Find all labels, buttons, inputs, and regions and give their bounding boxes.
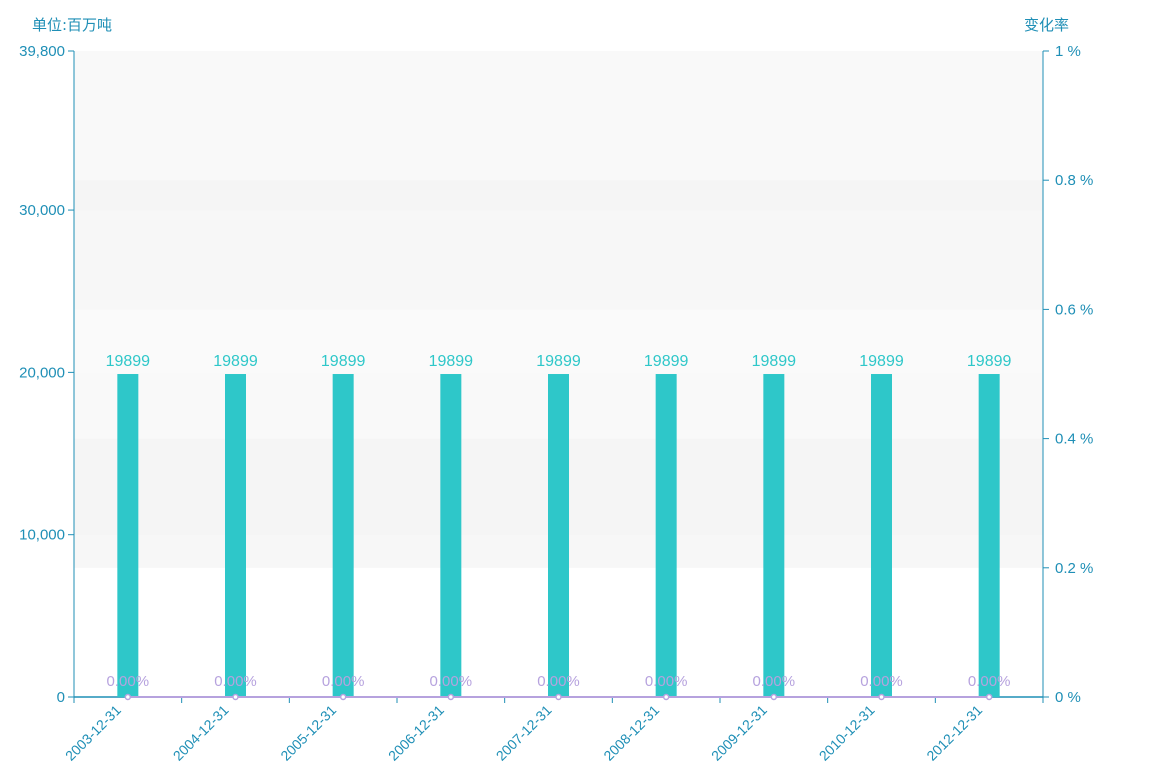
rate-value-label: 0.00% — [968, 673, 1011, 690]
x-tick-label: 2007-12-31 — [493, 702, 555, 764]
left-y-tick-label: 20,000 — [19, 364, 65, 381]
right-y-tick-label: 1 % — [1055, 43, 1081, 60]
rate-point — [985, 693, 993, 701]
bar — [871, 374, 892, 697]
rate-value-label: 0.00% — [214, 673, 257, 690]
x-tick-label: 2005-12-31 — [277, 702, 339, 764]
split-area-band — [74, 210, 1043, 373]
bar — [763, 374, 785, 697]
split-area-band — [74, 51, 1043, 211]
x-tick-label: 2004-12-31 — [170, 702, 232, 764]
rate-point — [770, 693, 778, 701]
rate-point — [447, 693, 455, 701]
rate-value-label: 0.00% — [645, 673, 688, 690]
rate-value-label: 0.00% — [322, 673, 365, 690]
rate-point — [339, 693, 347, 701]
right-y-tick-label: 0.2 % — [1055, 560, 1093, 577]
bar-value-label: 19899 — [967, 353, 1012, 370]
left-y-tick-label: 39,800 — [19, 43, 65, 60]
bar-value-label: 19899 — [752, 353, 797, 370]
bar — [655, 374, 677, 697]
rate-value-label: 0.00% — [860, 673, 903, 690]
left-y-tick-label: 0 — [57, 689, 65, 706]
rate-point — [878, 693, 885, 701]
bars — [117, 374, 1000, 697]
bar-value-label: 19899 — [213, 353, 258, 370]
x-tick-label: 2006-12-31 — [385, 702, 447, 764]
right-y-tick-label: 0.8 % — [1055, 172, 1093, 189]
bar-value-label: 19899 — [106, 353, 151, 370]
right-axis-unit: 变化率 — [1023, 16, 1069, 34]
right-y-tick-label: 0 % — [1055, 689, 1081, 706]
bar — [440, 374, 462, 697]
bar-value-label: 19899 — [644, 353, 689, 370]
bar-value-label: 19899 — [859, 353, 904, 370]
bar — [117, 374, 139, 697]
rate-point — [555, 693, 562, 701]
x-tick-label: 2010-12-31 — [816, 702, 878, 764]
left-axis-unit: 单位:百万吨 — [32, 16, 113, 34]
x-tick-label: 2009-12-31 — [708, 702, 770, 764]
rate-value-label: 0.00% — [537, 673, 580, 690]
right-y-tick-label: 0.6 % — [1055, 301, 1093, 318]
bar-value-label: 19899 — [536, 353, 581, 370]
rate-value-label: 0.00% — [430, 673, 473, 690]
bar — [978, 374, 1000, 697]
rate-point — [232, 693, 239, 701]
left-y-tick-label: 30,000 — [19, 202, 65, 219]
split-area-band — [74, 51, 1043, 181]
x-tick-label: 2012-12-31 — [923, 702, 985, 764]
left-y-tick-label: 10,000 — [19, 527, 65, 544]
bar — [225, 374, 246, 697]
rate-value-label: 0.00% — [753, 673, 796, 690]
rate-value-label: 0.00% — [107, 673, 150, 690]
bar-value-label: 19899 — [429, 353, 474, 370]
data-labels: 19899 19899 19899 19899 19899 19899 19899 19899… — [106, 353, 1012, 690]
rate-point — [124, 693, 132, 701]
right-y-tick-label: 0.4 % — [1055, 431, 1093, 448]
x-tick-label: 2008-12-31 — [600, 702, 662, 764]
bar-value-label: 19899 — [321, 353, 366, 370]
bar — [548, 374, 569, 697]
x-tick-label: 2003-12-31 — [62, 702, 124, 764]
rate-point — [662, 693, 670, 701]
rate-line-series — [124, 693, 993, 701]
bar — [332, 374, 354, 697]
